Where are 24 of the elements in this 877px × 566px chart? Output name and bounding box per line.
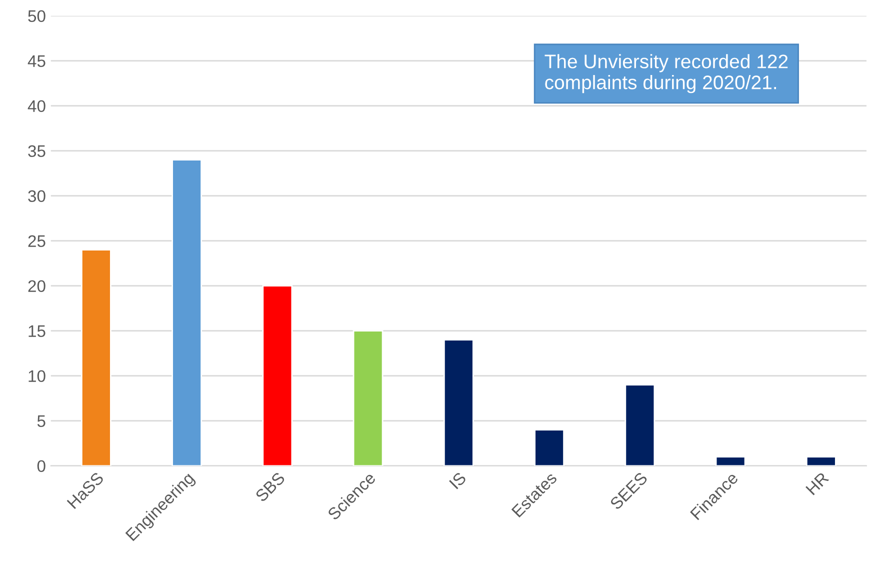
bar xyxy=(172,159,202,466)
y-tick-label: 0 xyxy=(37,460,46,472)
x-tick-label: IS xyxy=(448,472,467,490)
y-tick-label: 5 xyxy=(37,415,46,428)
bar xyxy=(262,285,293,466)
y-tick-label: 30 xyxy=(28,190,46,202)
bar xyxy=(80,249,112,466)
y-tick-label: 20 xyxy=(28,280,46,292)
x-tick-label: SBS xyxy=(254,472,286,502)
bar xyxy=(806,456,836,466)
y-tick-label: 25 xyxy=(28,235,46,248)
y-tick-label: 45 xyxy=(28,55,46,68)
y-tick-label: 35 xyxy=(28,145,46,158)
bar xyxy=(443,339,474,466)
bar xyxy=(534,429,564,466)
y-tick-label: 50 xyxy=(28,10,46,22)
bar xyxy=(352,330,384,466)
bar xyxy=(624,384,656,466)
annotation: The Unviersity recorded 122 complaints during 2020/21. xyxy=(544,54,788,94)
y-tick-label: 40 xyxy=(28,100,46,112)
y-tick-label: 10 xyxy=(28,370,46,382)
bar xyxy=(715,456,746,466)
y-tick-label: 15 xyxy=(28,325,46,338)
x-tick-label: HR xyxy=(806,472,830,496)
